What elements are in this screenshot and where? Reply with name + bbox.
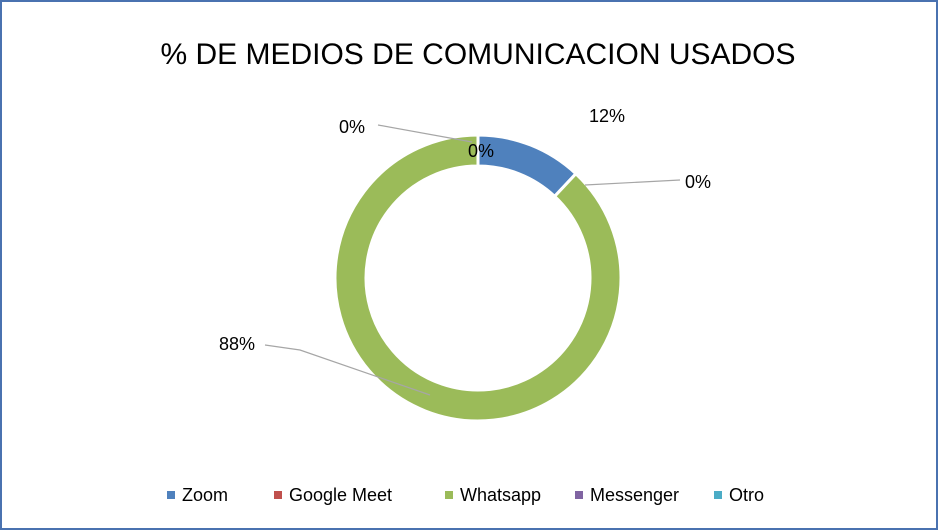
legend-label: Zoom (182, 485, 228, 505)
legend-swatch (575, 491, 583, 499)
legend-swatch (167, 491, 175, 499)
data-label: 0% (685, 172, 711, 192)
legend-label: Otro (729, 485, 764, 505)
legend-swatch (445, 491, 453, 499)
data-label: 12% (589, 106, 625, 126)
legend-swatch (274, 491, 282, 499)
legend-label: Whatsapp (460, 485, 541, 505)
legend-label: Messenger (590, 485, 679, 505)
chart-title: % DE MEDIOS DE COMUNICACION USADOS (160, 38, 795, 71)
legend-label: Google Meet (289, 485, 392, 505)
leader-line (584, 179, 681, 186)
data-label: 0% (339, 117, 365, 137)
leader-line (264, 344, 431, 396)
legend-swatch (714, 491, 722, 499)
data-label: 0% (468, 141, 494, 161)
data-label: 88% (219, 334, 255, 354)
donut-slice (333, 133, 623, 423)
leader-line (377, 124, 473, 143)
